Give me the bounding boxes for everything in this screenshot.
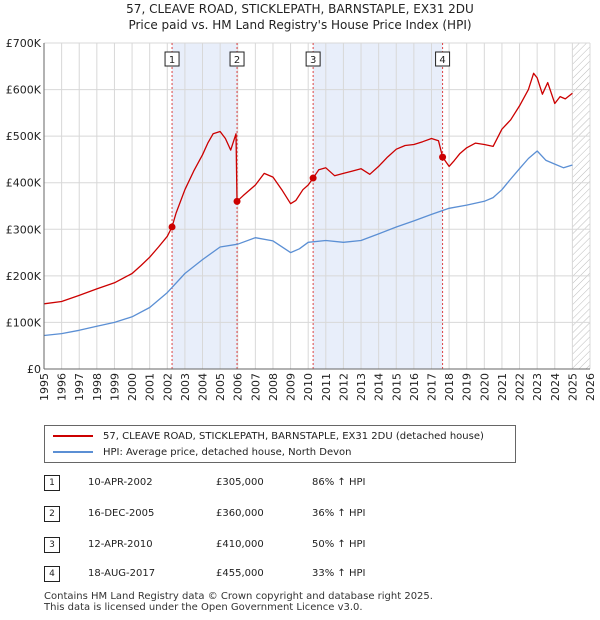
x-tick-label: 2003 <box>179 373 192 401</box>
sale-marker-box <box>229 51 245 67</box>
y-tick-label: £200K <box>6 270 42 283</box>
x-tick-label: 2022 <box>514 373 527 401</box>
sale-date: 18-AUG-2017 <box>88 568 156 579</box>
sale-number-badge: 1 <box>44 475 60 491</box>
x-tick-label: 1999 <box>108 373 121 401</box>
hpi-series-line <box>43 150 573 337</box>
hatched-future-area <box>572 43 590 369</box>
y-tick-label: £100K <box>6 316 42 329</box>
sale-marker-box <box>164 51 180 67</box>
x-tick-label: 2016 <box>408 373 421 401</box>
x-tick-label: 2011 <box>320 373 333 401</box>
x-tick-label: 2023 <box>531 373 544 401</box>
x-tick-label: 1997 <box>73 373 86 401</box>
y-tick-label: £400K <box>6 177 42 190</box>
x-tick-label: 2007 <box>249 373 262 401</box>
price-chart: 1 2 3 4 £0 £100K £200K £300K £400K £500K £600K £70… <box>6 37 597 401</box>
sale-number-badge: 3 <box>44 537 60 553</box>
footer-licence: This data is licensed under the Open Gov… <box>44 602 363 613</box>
sale-price: £305,000 <box>216 477 264 488</box>
chart-subtitle: Price paid vs. HM Land Registry's House … <box>128 18 472 32</box>
x-tick-label: 2020 <box>478 373 491 401</box>
sale-number-badge: 4 <box>44 566 60 582</box>
sale-marker-box <box>435 51 451 67</box>
x-tick-label: 2006 <box>232 373 245 401</box>
sale-point <box>168 223 176 231</box>
sale-date: 10-APR-2002 <box>88 477 153 488</box>
sale-price: £360,000 <box>216 508 264 519</box>
footer-attribution: Contains HM Land Registry data © Crown c… <box>44 591 433 613</box>
x-tick-label: 2024 <box>549 373 562 401</box>
x-tick-label: 1996 <box>56 373 69 401</box>
sale-hpi-change: 50% ↑ HPI <box>312 539 366 550</box>
x-tick-label: 2021 <box>496 373 509 401</box>
legend: 57, CLEAVE ROAD, STICKLEPATH, BARNSTAPLE… <box>44 425 516 463</box>
x-tick-label: 2025 <box>566 373 579 401</box>
x-tick-label: 2010 <box>302 373 315 401</box>
x-tick-label: 2012 <box>337 373 350 401</box>
y-tick-label: £700K <box>6 37 42 50</box>
x-tick-label: 2018 <box>443 373 456 401</box>
x-tick-label: 1998 <box>91 373 104 401</box>
footer-copyright: Contains HM Land Registry data © Crown c… <box>44 591 433 602</box>
sale-marker-box <box>305 51 321 67</box>
y-tick-label: £500K <box>6 130 42 143</box>
sale-marker-label: 3 <box>310 55 316 66</box>
sale-number-badge: 2 <box>44 506 60 522</box>
legend-hpi-label: HPI: Average price, detached house, Nort… <box>103 446 352 458</box>
sale-price: £455,000 <box>216 568 264 579</box>
legend-property-label: 57, CLEAVE ROAD, STICKLEPATH, BARNSTAPLE… <box>103 430 484 442</box>
sale-hpi-change: 36% ↑ HPI <box>312 508 366 519</box>
sale-date: 12-APR-2010 <box>88 539 153 550</box>
legend-property-swatch <box>53 435 93 437</box>
sale-point <box>439 153 447 161</box>
sale-hpi-change: 86% ↑ HPI <box>312 477 366 488</box>
x-tick-label: 2013 <box>355 373 368 401</box>
sale-marker-label: 2 <box>234 55 240 66</box>
sale-hpi-change: 33% ↑ HPI <box>312 568 366 579</box>
y-tick-label: £0 <box>27 363 41 376</box>
sale-marker-label: 1 <box>169 55 175 66</box>
x-tick-label: 1995 <box>38 373 51 401</box>
x-tick-label: 2005 <box>214 373 227 401</box>
x-tick-label: 2000 <box>126 373 139 401</box>
x-tick-label: 2026 <box>584 373 597 401</box>
x-tick-label: 2009 <box>285 373 298 401</box>
x-tick-label: 2004 <box>197 373 210 401</box>
sale-marker-label: 4 <box>439 55 445 66</box>
x-tick-label: 2015 <box>390 373 403 401</box>
sale-price: £410,000 <box>216 539 264 550</box>
x-tick-label: 2017 <box>425 373 438 401</box>
legend-hpi-swatch <box>53 451 93 453</box>
x-tick-label: 2002 <box>161 373 174 401</box>
sale-date: 16-DEC-2005 <box>88 508 155 519</box>
y-tick-label: £300K <box>6 223 42 236</box>
x-tick-label: 2019 <box>461 373 474 401</box>
x-tick-label: 2008 <box>267 373 280 401</box>
property-series-line <box>43 72 573 305</box>
shaded-period <box>313 43 443 369</box>
y-tick-label: £600K <box>6 84 42 97</box>
chart-title: 57, CLEAVE ROAD, STICKLEPATH, BARNSTAPLE… <box>126 2 474 16</box>
shaded-period <box>172 43 238 369</box>
x-tick-label: 2001 <box>144 373 157 401</box>
sale-point <box>309 174 317 182</box>
sale-point <box>233 197 241 205</box>
x-tick-label: 2014 <box>373 373 386 401</box>
